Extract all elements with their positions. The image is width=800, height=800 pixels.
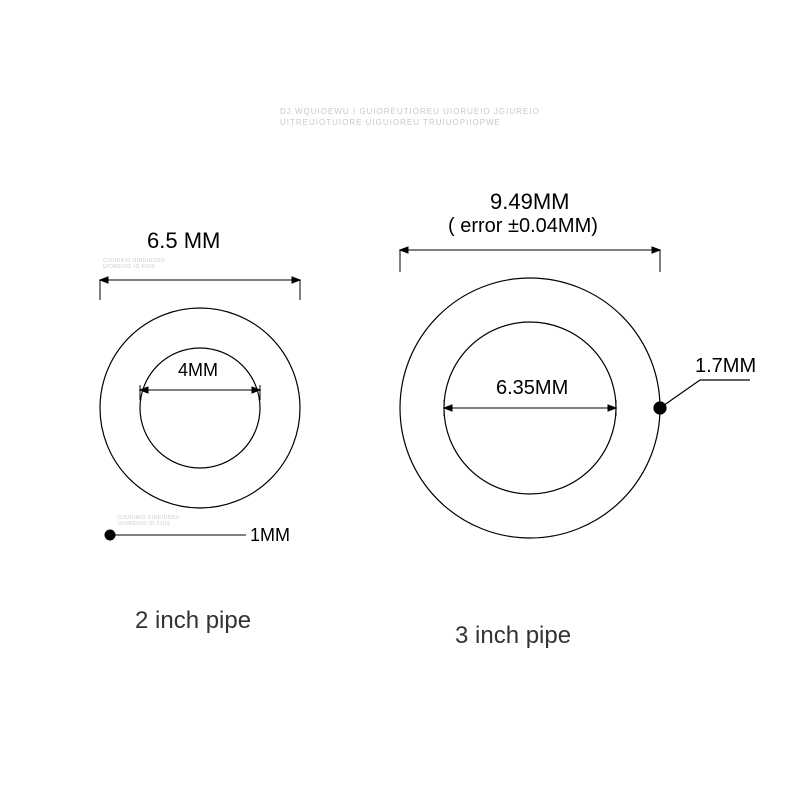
diagram-svg xyxy=(0,0,800,800)
left-inner-dim-line xyxy=(140,385,260,400)
left-outer-dim-line xyxy=(100,277,300,300)
right-wall-leader xyxy=(654,380,750,414)
left-outer-circle xyxy=(100,308,300,508)
right-inner-dim-line xyxy=(444,400,616,416)
right-outer-dim-line xyxy=(400,247,660,272)
left-wall-leader xyxy=(105,530,246,540)
left-inner-circle xyxy=(140,348,260,468)
